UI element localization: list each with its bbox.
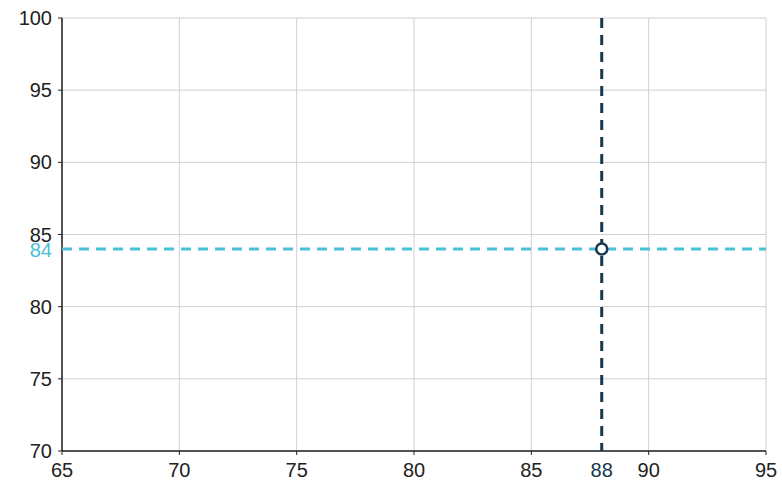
x-tick [179, 451, 180, 455]
x-guide-line [600, 18, 603, 451]
x-tick-label: 90 [638, 459, 660, 481]
y-grid-line [62, 234, 766, 235]
y-grid-line [62, 18, 766, 19]
x-value-label: 88 [591, 459, 613, 481]
x-tick [531, 451, 532, 455]
x-tick [648, 451, 649, 455]
y-tick [58, 378, 62, 379]
x-tick-label: 65 [51, 459, 73, 481]
x-tick-label: 70 [168, 459, 190, 481]
x-tick [414, 451, 415, 455]
point [596, 243, 607, 254]
y-guide-line [62, 247, 766, 250]
x-tick-label: 75 [286, 459, 308, 481]
plot-area [62, 18, 766, 451]
y-tick-label: 90 [30, 151, 52, 173]
chart: 657075808590957075808590951008884 [0, 0, 782, 496]
x-tick-label: 85 [520, 459, 542, 481]
x-tick [62, 451, 63, 455]
x-tick-label: 95 [755, 459, 777, 481]
y-tick [58, 451, 62, 452]
y-grid-line [62, 90, 766, 91]
y-tick-label: 75 [30, 368, 52, 390]
y-tick-label: 95 [30, 79, 52, 101]
y-tick [58, 234, 62, 235]
y-value-label: 84 [30, 239, 52, 261]
x-tick [766, 451, 767, 455]
y-tick [58, 162, 62, 163]
y-tick-label: 80 [30, 296, 52, 318]
y-grid-line [62, 162, 766, 163]
x-tick [296, 451, 297, 455]
y-grid-line [62, 306, 766, 307]
y-tick [58, 18, 62, 19]
y-tick-label: 70 [30, 440, 52, 462]
y-tick [58, 306, 62, 307]
y-tick [58, 90, 62, 91]
y-grid-line [62, 378, 766, 379]
x-tick-label: 80 [403, 459, 425, 481]
y-tick-label: 100 [19, 7, 52, 29]
